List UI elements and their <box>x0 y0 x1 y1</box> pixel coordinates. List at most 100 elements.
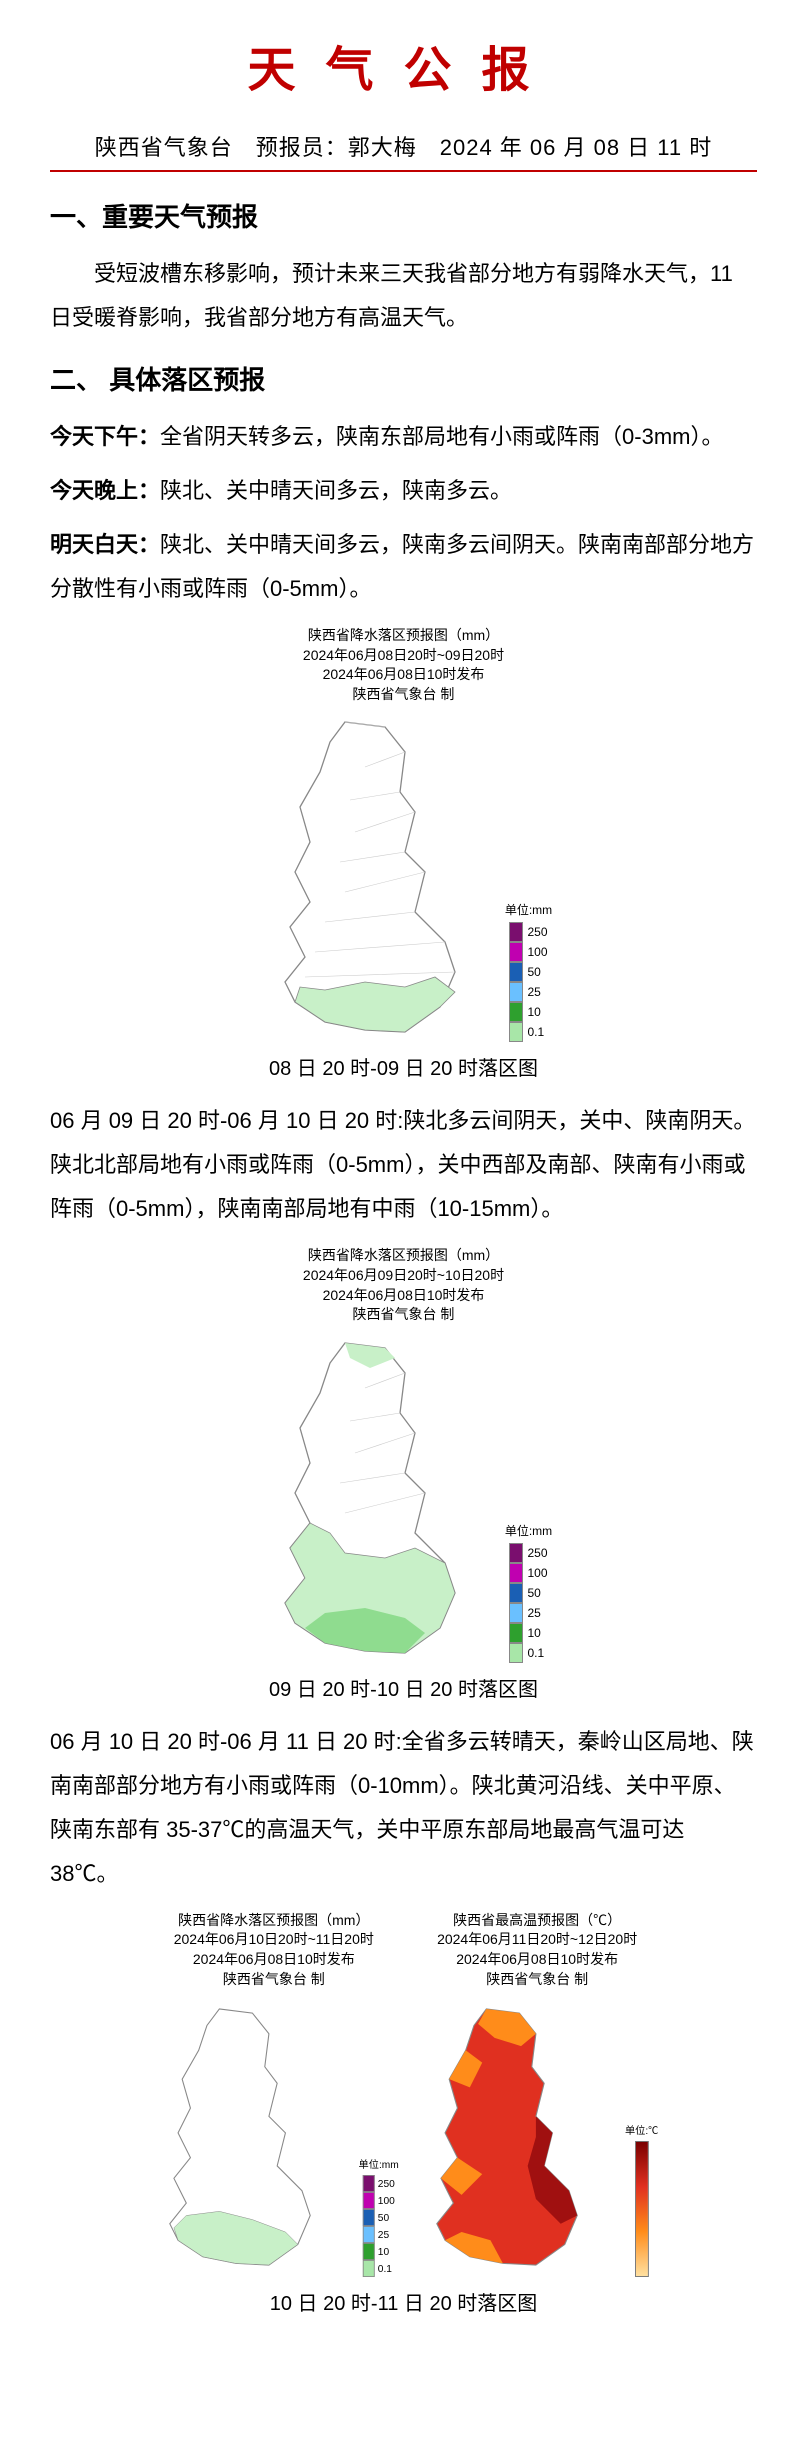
legend-swatch <box>363 2192 375 2209</box>
legend-title: 单位:mm <box>359 2157 399 2171</box>
precip-legend-3: 单位:mm 250 100 50 25 10 0.1 <box>359 2157 399 2277</box>
legend-label: 0.1 <box>378 2263 392 2275</box>
legend-item: 25 <box>509 982 547 1002</box>
legend-swatch <box>509 1543 523 1563</box>
legend-swatch <box>509 942 523 962</box>
precip-legend-2: 单位:mm 250 100 50 25 10 0.1 <box>505 1522 552 1663</box>
legend-item: 250 <box>509 922 547 942</box>
legend-label: 50 <box>378 2212 389 2224</box>
legend-label: 50 <box>527 1586 540 1600</box>
legend-label: 25 <box>527 1606 540 1620</box>
legend-bar: 250 100 50 25 10 0.1 <box>363 2175 395 2277</box>
m3r-h1: 陕西省最高温预报图（℃） <box>437 1911 637 1931</box>
m3r-h4: 陕西省气象台 制 <box>437 1970 637 1990</box>
map1-h3: 2024年06月08日10时发布 <box>303 665 504 685</box>
legend-item: 25 <box>363 2226 395 2243</box>
legend-swatch <box>509 1603 523 1623</box>
legend-label: 250 <box>527 925 547 939</box>
precip-legend-1: 单位:mm 250 100 50 25 10 0.1 <box>505 901 552 1042</box>
legend-swatch <box>509 1563 523 1583</box>
legend-swatch <box>509 982 523 1002</box>
legend-item: 25 <box>509 1603 547 1623</box>
text-evening: 陕北、关中晴天间多云，陕南多云。 <box>160 478 512 503</box>
legend-swatch <box>509 922 523 942</box>
legend-item: 50 <box>509 1583 547 1603</box>
legend-label: 10 <box>527 1005 540 1019</box>
map2-svg <box>255 1333 485 1663</box>
map1-h1: 陕西省降水落区预报图（mm） <box>303 626 504 646</box>
map2-h2: 2024年06月09日20时~10日20时 <box>303 1266 504 1286</box>
temp-legend: 单位:℃ <box>625 2123 658 2277</box>
legend-label: 250 <box>378 2178 395 2190</box>
forecast-period3: 06 月 10 日 20 时-06 月 11 日 20 时:全省多云转晴天，秦岭… <box>50 1720 757 1896</box>
text-afternoon: 全省阴天转多云，陕南东部局地有小雨或阵雨（0-3mm）。 <box>160 424 723 449</box>
map3-right-header: 陕西省最高温预报图（℃） 2024年06月11日20时~12日20时 2024年… <box>437 1911 637 1989</box>
map1-caption: 08 日 20 时-09 日 20 时落区图 <box>50 1052 757 1081</box>
map2-container: 陕西省降水落区预报图（mm） 2024年06月09日20时~10日20时 202… <box>50 1246 757 1662</box>
legend-swatch <box>509 1643 523 1663</box>
legend-label: 25 <box>378 2229 389 2241</box>
forecast-evening: 今天晚上：陕北、关中晴天间多云，陕南多云。 <box>50 469 757 513</box>
m3r-h3: 2024年06月08日10时发布 <box>437 1950 637 1970</box>
legend-label: 250 <box>527 1546 547 1560</box>
m3r-h2: 2024年06月11日20时~12日20时 <box>437 1930 637 1950</box>
legend-item: 0.1 <box>509 1022 547 1042</box>
map3-left-svg <box>145 1997 335 2277</box>
legend-swatch <box>509 1623 523 1643</box>
label-afternoon: 今天下午： <box>50 424 160 449</box>
sub-header: 陕西省气象台 预报员：郭大梅 2024 年 06 月 08 日 11 时 <box>50 130 757 172</box>
legend-item: 250 <box>363 2175 395 2192</box>
legend-item: 250 <box>509 1543 547 1563</box>
map1-h2: 2024年06月08日20时~09日20时 <box>303 646 504 666</box>
m3l-h3: 2024年06月08日10时发布 <box>174 1950 374 1970</box>
map2-h1: 陕西省降水落区预报图（mm） <box>303 1246 504 1266</box>
legend-swatch <box>509 1022 523 1042</box>
legend-title: 单位:mm <box>505 1522 552 1539</box>
legend-label: 100 <box>527 945 547 959</box>
label-evening: 今天晚上： <box>50 478 160 503</box>
map2-h4: 陕西省气象台 制 <box>303 1305 504 1325</box>
legend-swatch <box>363 2175 375 2192</box>
map3-left: 陕西省降水落区预报图（mm） 2024年06月10日20时~11日20时 202… <box>145 1911 402 2277</box>
map3-caption: 10 日 20 时-11 日 20 时落区图 <box>50 2287 757 2316</box>
legend-swatch <box>509 1002 523 1022</box>
legend-label: 10 <box>527 1626 540 1640</box>
map3-container: 陕西省降水落区预报图（mm） 2024年06月10日20时~11日20时 202… <box>50 1911 757 2277</box>
m3l-h4: 陕西省气象台 制 <box>174 1970 374 1990</box>
legend-swatch <box>363 2226 375 2243</box>
forecast-tomorrow: 明天白天：陕北、关中晴天间多云，陕南多云间阴天。陕南南部部分地方分散性有小雨或阵… <box>50 523 757 611</box>
section1-body: 受短波槽东移影响，预计未来三天我省部分地方有弱降水天气，11 日受暖脊影响，我省… <box>50 252 757 340</box>
legend-swatch <box>509 1583 523 1603</box>
label-tomorrow: 明天白天： <box>50 532 160 557</box>
legend-swatch <box>363 2243 375 2260</box>
map1-svg <box>255 712 485 1042</box>
map2-header: 陕西省降水落区预报图（mm） 2024年06月09日20时~10日20时 202… <box>303 1246 504 1324</box>
temp-legend-bar <box>635 2141 649 2277</box>
legend-item: 50 <box>363 2209 395 2226</box>
legend-item: 10 <box>509 1002 547 1022</box>
map2-caption: 09 日 20 时-10 日 20 时落区图 <box>50 1673 757 1702</box>
map3-right: 陕西省最高温预报图（℃） 2024年06月11日20时~12日20时 2024年… <box>412 1911 661 2277</box>
legend-item: 100 <box>363 2192 395 2209</box>
map1-header: 陕西省降水落区预报图（mm） 2024年06月08日20时~09日20时 202… <box>303 626 504 704</box>
legend-item: 10 <box>363 2243 395 2260</box>
map1-h4: 陕西省气象台 制 <box>303 685 504 705</box>
map3-right-svg <box>412 1997 602 2277</box>
legend-label: 50 <box>527 965 540 979</box>
legend-bar: 250 100 50 25 10 0.1 <box>509 1543 547 1663</box>
legend-item: 100 <box>509 942 547 962</box>
legend-label: 10 <box>378 2246 389 2258</box>
legend-item: 0.1 <box>509 1643 547 1663</box>
legend-swatch <box>363 2260 375 2277</box>
legend-item: 10 <box>509 1623 547 1643</box>
legend-swatch <box>363 2209 375 2226</box>
legend-item: 0.1 <box>363 2260 395 2277</box>
m3l-h1: 陕西省降水落区预报图（mm） <box>174 1911 374 1931</box>
legend-title: 单位:mm <box>505 901 552 918</box>
legend-label: 0.1 <box>527 1025 544 1039</box>
m3l-h2: 2024年06月10日20时~11日20时 <box>174 1930 374 1950</box>
legend-label: 100 <box>527 1566 547 1580</box>
section2-heading: 二、 具体落区预报 <box>50 360 757 397</box>
page-title: 天气公报 <box>50 30 757 100</box>
legend-label: 0.1 <box>527 1646 544 1660</box>
